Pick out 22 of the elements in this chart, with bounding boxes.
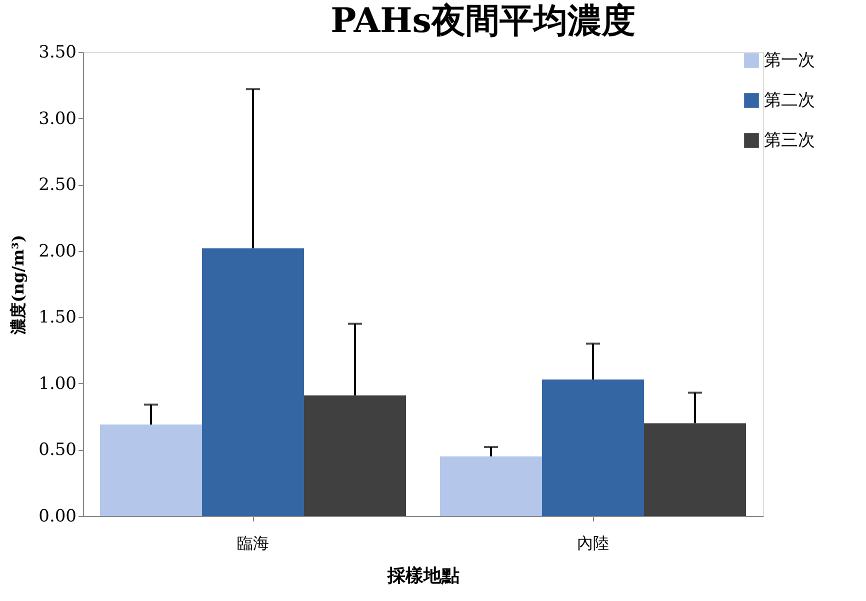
y-tick-label: 1.50 [38, 308, 76, 328]
y-tick-label: 1.00 [38, 374, 76, 394]
y-tick-label: 2.00 [38, 241, 76, 262]
bar [440, 456, 542, 516]
y-tick-label: 2.50 [38, 175, 76, 196]
bar [304, 395, 406, 516]
bar [100, 424, 202, 516]
chart-title: PAHs夜間平均濃度 [330, 1, 636, 41]
x-tick-label: 臨海 [237, 534, 269, 552]
y-tick-label: 0.00 [38, 506, 76, 526]
x-axis-title: 採樣地點 [386, 566, 460, 586]
x-tick-label: 內陸 [577, 534, 609, 552]
legend-label: 第一次 [764, 50, 815, 70]
bar [542, 379, 644, 516]
y-axis-title: 濃度(ng/m³) [8, 234, 28, 336]
y-tick-label: 3.00 [38, 108, 76, 129]
bar [202, 248, 304, 516]
legend-label: 第二次 [764, 90, 815, 110]
y-tick-label: 0.50 [38, 440, 76, 460]
bar [644, 423, 746, 516]
legend-label: 第三次 [764, 130, 815, 150]
y-tick-label: 3.50 [38, 42, 76, 62]
